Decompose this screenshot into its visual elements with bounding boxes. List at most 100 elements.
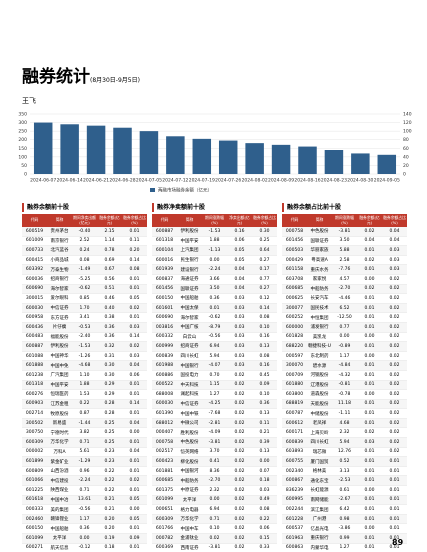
table-row: 601088 中国神华 -1.26 0.31 0.03 <box>22 351 147 362</box>
x-tick-label: 2024-07-26 <box>215 178 241 184</box>
column-header: 简称 <box>47 214 72 227</box>
cell: 南京银行 <box>47 236 72 247</box>
cell: 601009 <box>22 236 47 247</box>
cell: 601888 <box>22 360 47 371</box>
cell: 0.01 <box>357 399 382 410</box>
cell: 601618 <box>22 495 47 506</box>
cell: -2.24 <box>72 475 97 487</box>
cell: 600309 <box>152 514 177 525</box>
table-row: 600030 中信证券 -4.25 0.02 0.36 <box>152 399 277 410</box>
cell: 688220 <box>282 341 307 352</box>
cell: -2.70 <box>332 284 357 295</box>
bar <box>271 144 291 174</box>
cell: 0.00 <box>122 504 147 515</box>
cell: 688008 <box>152 389 177 400</box>
table-row: 000597 东北制药 1.17 0.00 0.02 <box>282 351 407 362</box>
cell: 0.02 <box>382 303 407 314</box>
cell: 0.06 <box>122 370 147 381</box>
header-row: 代码 简称 期间净卖出额(亿元) 融券余额(亿元) 融券余额占比(%) <box>22 214 147 227</box>
period: (8月30日-9月5日) <box>90 77 140 84</box>
cell: 0.16 <box>227 227 252 237</box>
cell: 0.01 <box>357 466 382 477</box>
cell: -3.81 <box>202 437 227 448</box>
cell: 格力电器 <box>177 504 202 515</box>
cell: 0.02 <box>382 380 407 391</box>
cell: 0.03 <box>382 264 407 275</box>
cell: 0.10 <box>202 523 227 534</box>
cell: 0.01 <box>357 495 382 506</box>
cell: -7.76 <box>332 264 357 275</box>
table-row: 000407 胜利股份 -4.09 0.02 0.21 <box>152 427 277 439</box>
cell: -1.53 <box>202 227 227 237</box>
cell: 0.24 <box>72 245 97 256</box>
cell: 0.04 <box>227 264 252 275</box>
cell: 海尔智家 <box>47 284 72 295</box>
cell: 1.70 <box>72 303 97 314</box>
cell: 601158 <box>282 264 307 275</box>
column-header: 简称 <box>177 214 202 227</box>
cell: 0.01 <box>357 322 382 333</box>
y2-tick-label: 100 <box>403 129 412 135</box>
cell: 0.02 <box>382 427 407 439</box>
cell: 0.27 <box>252 255 277 266</box>
cell: 601963 <box>282 533 307 544</box>
cell: -1.13 <box>202 245 227 256</box>
cell: 600999 <box>152 341 177 352</box>
cell: 0.36 <box>97 332 122 343</box>
cell: 南网储能 <box>307 495 332 506</box>
table-row: 601963 重庆银行 0.99 0.01 0.01 <box>282 533 407 544</box>
cell: 0.01 <box>202 303 227 314</box>
cell: 2.52 <box>72 236 97 247</box>
cell: 0.30 <box>252 227 277 237</box>
cell: 600150 <box>152 293 177 304</box>
cell: 美凯龙 <box>307 332 332 343</box>
cell: 0.00 <box>122 427 147 439</box>
table-row: 688819 天能股份 11.18 0.01 0.02 <box>282 399 407 410</box>
table-row: 600685 中船防务 -2.70 0.02 0.18 <box>152 475 277 487</box>
cell: 0.02 <box>122 303 147 314</box>
table-row: 300015 爱尔眼科 0.85 0.46 0.05 <box>22 293 147 304</box>
cell: 0.18 <box>252 475 277 487</box>
cell: 0.15 <box>252 533 277 544</box>
cell: 北汽蓝谷 <box>47 245 72 256</box>
cell: 0.36 <box>252 399 277 410</box>
cell: 000651 <box>152 504 177 515</box>
table-row: 600690 海尔智家 -0.62 0.51 0.01 <box>22 284 147 295</box>
legend-label: 两融市场融券余额（亿元） <box>158 187 212 194</box>
cell: 0.03 <box>227 303 252 314</box>
cell: 0.21 <box>97 504 122 515</box>
cell: 0.04 <box>122 447 147 458</box>
cell: 0.70 <box>202 370 227 381</box>
cell: 四川长虹 <box>307 437 332 448</box>
cell: 太平洋 <box>177 495 202 506</box>
cell: 0.03 <box>122 351 147 362</box>
cell: 广州港 <box>307 514 332 525</box>
cell: 0.03 <box>227 312 252 323</box>
cell: 0.01 <box>382 485 407 496</box>
cell: 0.01 <box>357 447 382 458</box>
cell: 中国中铁 <box>177 408 202 419</box>
column-header: 期间涨跌幅(%) <box>332 214 357 227</box>
cell: 0.02 <box>227 437 252 448</box>
cell: 13.61 <box>72 495 97 506</box>
cell: 万泰生物 <box>47 264 72 275</box>
cell: 0.22 <box>97 475 122 487</box>
cell: 0.25 <box>252 236 277 247</box>
data-table: 代码 简称 期间涨跌幅(%) 净卖出额(亿元) 融券余额占比(%) 600887 伊利股份 -… <box>152 214 277 552</box>
cell: 600016 <box>152 255 177 266</box>
table-row: 601456 国联证券 3.50 0.04 0.04 <box>282 236 407 247</box>
table-row: 600483 福能股份 -2.40 0.36 0.14 <box>22 332 147 343</box>
cell: 0.00 <box>357 389 382 400</box>
cell: 0.01 <box>122 485 147 496</box>
table-row: 603893 瑞芯微 12.76 0.01 0.02 <box>282 447 407 458</box>
cell: 0.01 <box>357 341 382 352</box>
cell: 0.02 <box>357 227 382 237</box>
cell: 600150 <box>22 523 47 534</box>
cell: 0.00 <box>357 523 382 534</box>
cell: 万华化学 <box>47 437 72 448</box>
cell: 0.14 <box>122 332 147 343</box>
cell: 0.00 <box>357 485 382 496</box>
table-row: 601158 重庆水务 -7.76 0.01 0.03 <box>282 264 407 275</box>
cell: 0.41 <box>202 456 227 467</box>
cell: 老凤祥 <box>307 418 332 429</box>
